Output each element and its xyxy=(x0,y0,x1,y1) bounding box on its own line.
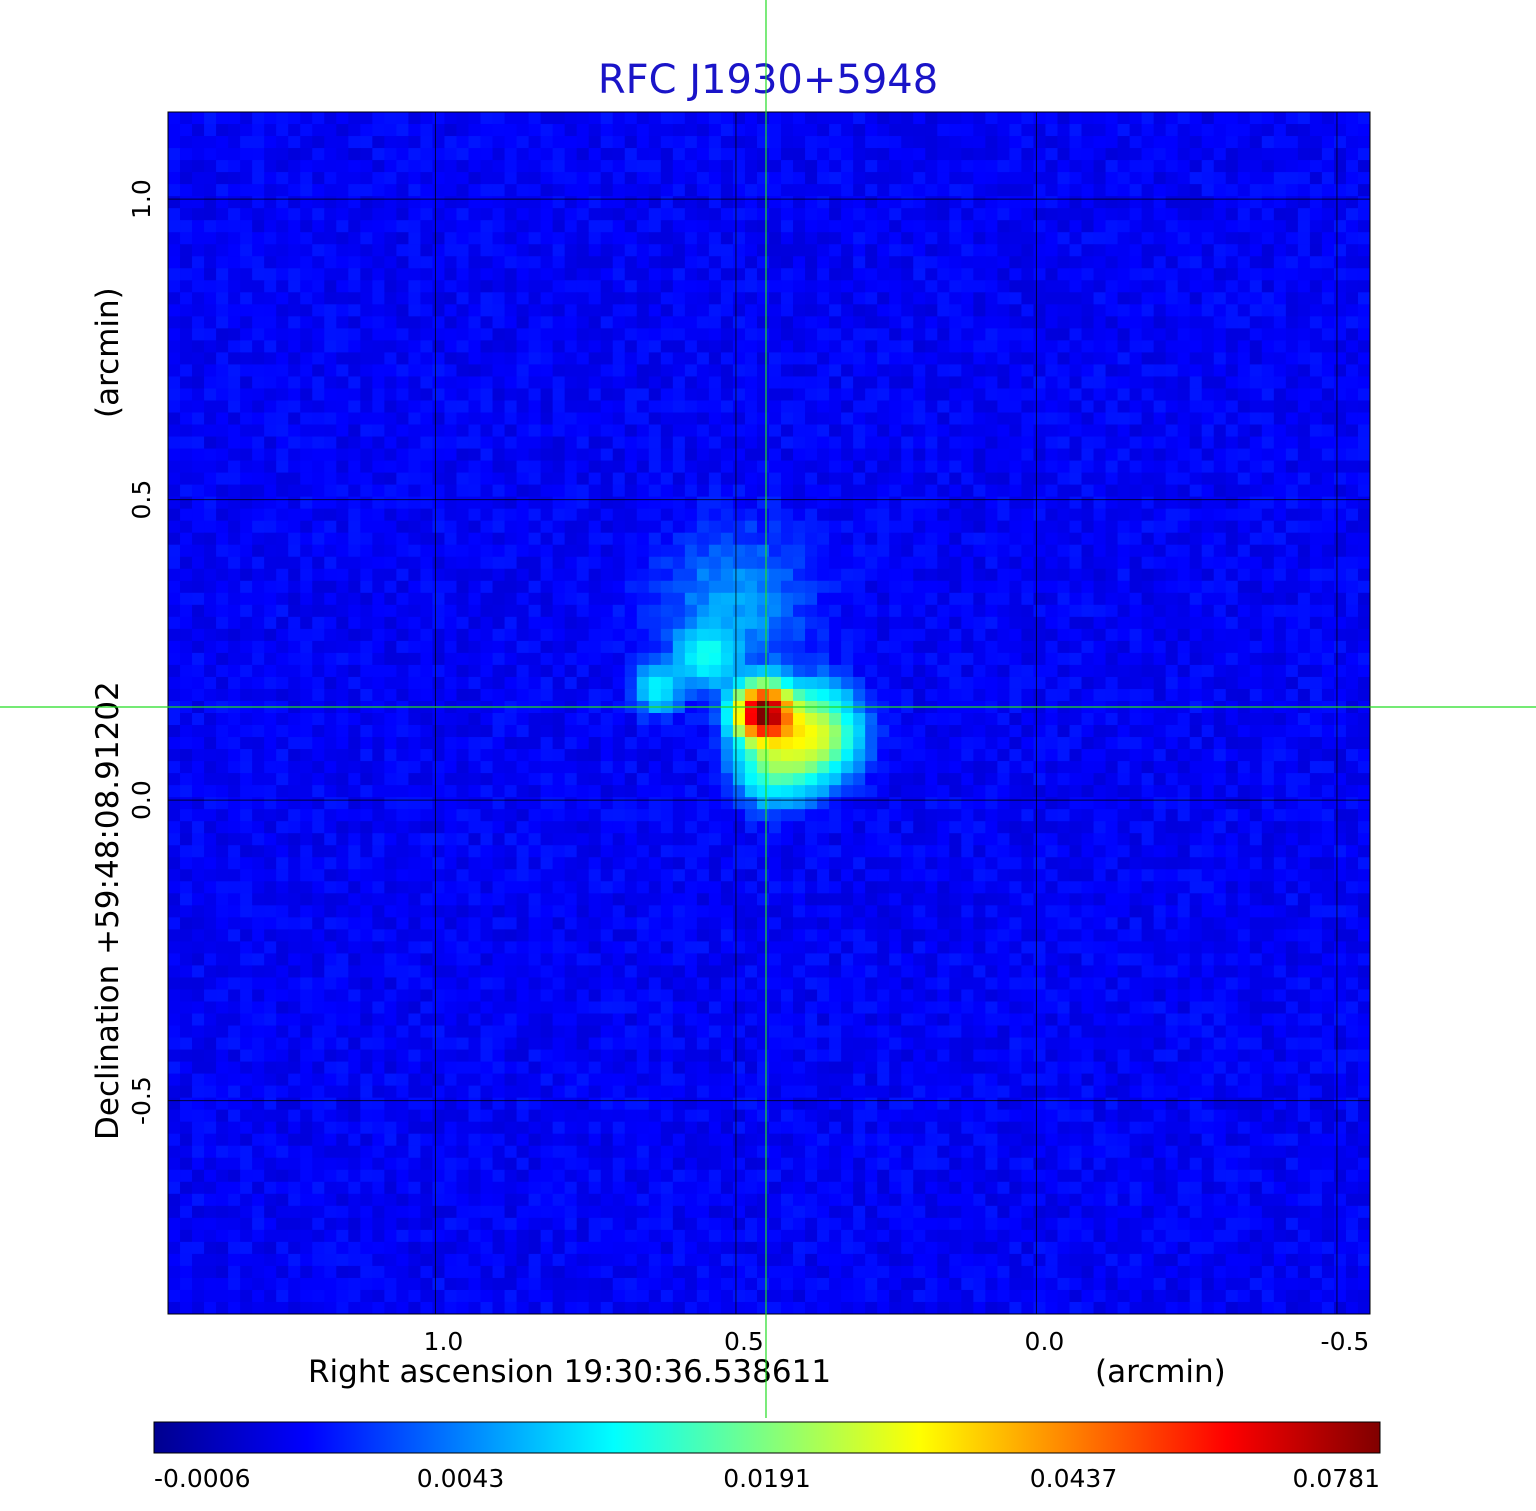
y-tick-labels: 1.0 0.5 0.0 -0.5 xyxy=(127,179,156,1125)
x-tick-labels: 1.0 0.5 0.0 -0.5 xyxy=(424,1327,1370,1356)
colorbar-tick-label: 0.0437 xyxy=(1030,1464,1117,1493)
x-tick-label: 0.5 xyxy=(724,1327,764,1356)
x-tick-label: 1.0 xyxy=(424,1327,464,1356)
x-axis-unit: (arcmin) xyxy=(1095,1354,1226,1390)
crosshair xyxy=(0,0,1536,1418)
grid-lines xyxy=(168,112,1370,1314)
heatmap-image xyxy=(168,112,1370,1314)
x-tick-label: 0.0 xyxy=(1025,1327,1065,1356)
plot-frame xyxy=(167,111,1371,1315)
y-tick-label: 1.0 xyxy=(127,179,156,219)
colorbar-tick-labels: -0.0006 0.0043 0.0191 0.0437 0.0781 xyxy=(154,1464,1380,1493)
colorbar-tick-label: 0.0781 xyxy=(1293,1464,1380,1493)
y-tick-label: -0.5 xyxy=(127,1076,156,1125)
colorbar-tick-label: -0.0006 xyxy=(154,1464,251,1493)
y-tick-label: 0.5 xyxy=(127,480,156,520)
x-tick-label: -0.5 xyxy=(1321,1327,1370,1356)
y-axis-label: Declination +59:48:08.91202 xyxy=(90,681,126,1140)
chart-title: RFC J1930+5948 xyxy=(598,57,938,103)
y-tick-label: 0.0 xyxy=(127,780,156,820)
colorbar-tick-label: 0.0043 xyxy=(417,1464,504,1493)
y-axis-unit: (arcmin) xyxy=(90,287,126,418)
colorbar-tick-label: 0.0191 xyxy=(723,1464,810,1493)
x-axis-label: Right ascension 19:30:36.538611 xyxy=(308,1354,831,1390)
colorbar xyxy=(153,1421,1381,1454)
